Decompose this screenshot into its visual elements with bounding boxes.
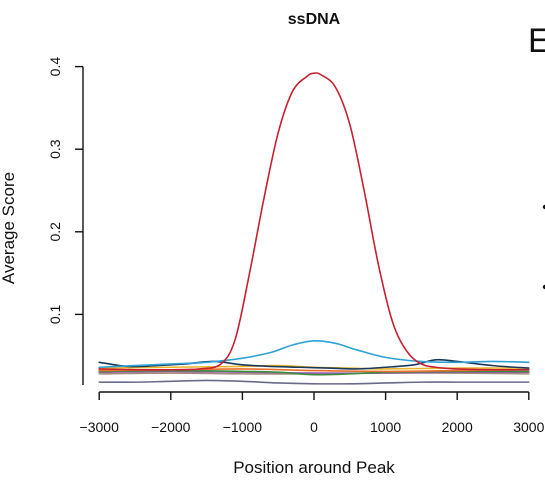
y-axis-label: Average Score: [0, 172, 18, 284]
edge-marks: [542, 204, 545, 290]
edge-dot-marker: [542, 204, 545, 210]
panel-letter: E: [528, 22, 545, 60]
y-tick-label: 0.1: [47, 304, 63, 324]
series-line-7: [98, 370, 530, 374]
series-line-3: [98, 358, 530, 370]
edge-dot-marker: [542, 284, 545, 290]
series-line-1: [98, 72, 530, 371]
x-tick-label: 1000: [370, 419, 401, 435]
y-tick-label: 0.3: [47, 139, 63, 159]
x-tick-label: −1000: [223, 419, 263, 435]
x-axis-label: Position around Peak: [233, 458, 395, 477]
x-tick-label: −3000: [80, 419, 120, 435]
series-layer: [98, 72, 530, 385]
y-tick-label: 0.4: [47, 57, 63, 77]
axes: −3000 −2000 −1000 0 1000 2000 3000 0.1 0.2 0.3 0.4: [47, 57, 545, 435]
x-tick-label: 3000: [513, 419, 544, 435]
x-tick-label: 2000: [442, 419, 473, 435]
series-line-8: [98, 372, 530, 375]
x-tick-label: 0: [310, 419, 318, 435]
series-line-9: [98, 379, 530, 385]
x-tick-label: −2000: [151, 419, 191, 435]
chart-title: ssDNA: [288, 11, 341, 28]
series-line-2: [98, 339, 530, 369]
y-tick-label: 0.2: [47, 222, 63, 242]
